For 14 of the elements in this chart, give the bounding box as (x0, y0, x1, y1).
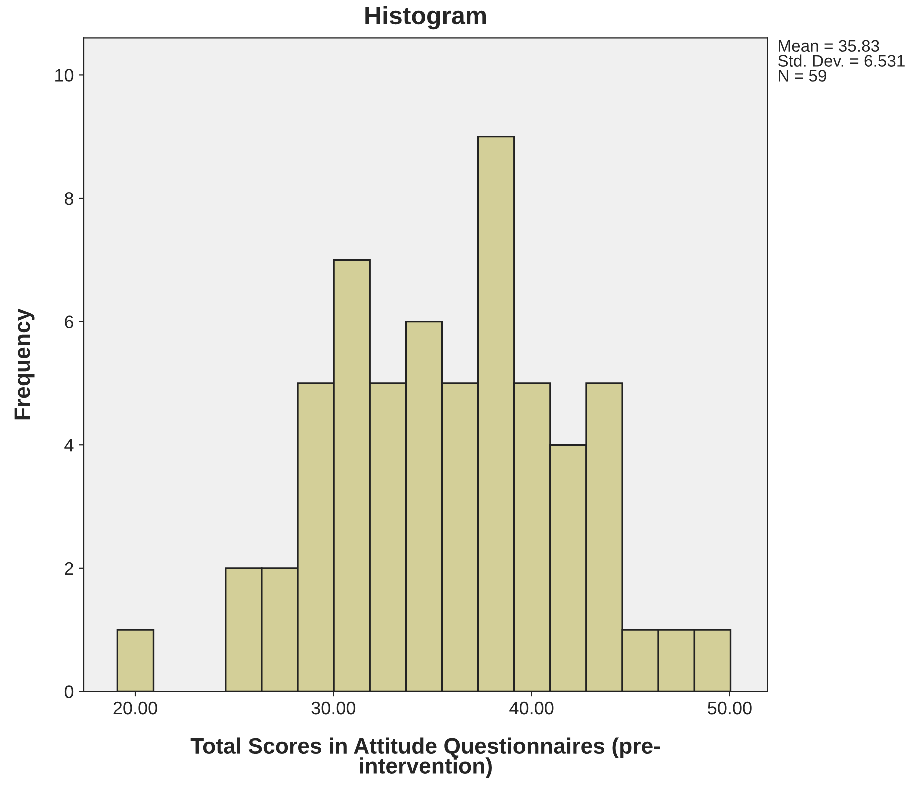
y-tick-label: 10 (56, 69, 74, 82)
y-tick-label: 0 (64, 686, 74, 698)
x-axis-title: Total Scores in Attitude Questionnaires (pre- intervention) (190, 738, 660, 778)
y-axis-title: Frequency (14, 308, 35, 420)
x-tick-label: 30.00 (312, 702, 356, 715)
x-tick-label: 20.00 (114, 702, 158, 715)
text: Mean = 35.83 Std. Dev. = 6.531 N = 59 (778, 40, 905, 82)
x-tick-label: 40.00 (510, 702, 554, 715)
y-tick-label: 4 (64, 439, 74, 452)
x-tick-label: 50.00 (708, 702, 752, 715)
y-tick-label: 2 (65, 562, 74, 575)
y-tick-label: 8 (65, 192, 74, 206)
chart-title: Histogram (366, 6, 486, 30)
y-tick-label: 6 (65, 316, 74, 329)
